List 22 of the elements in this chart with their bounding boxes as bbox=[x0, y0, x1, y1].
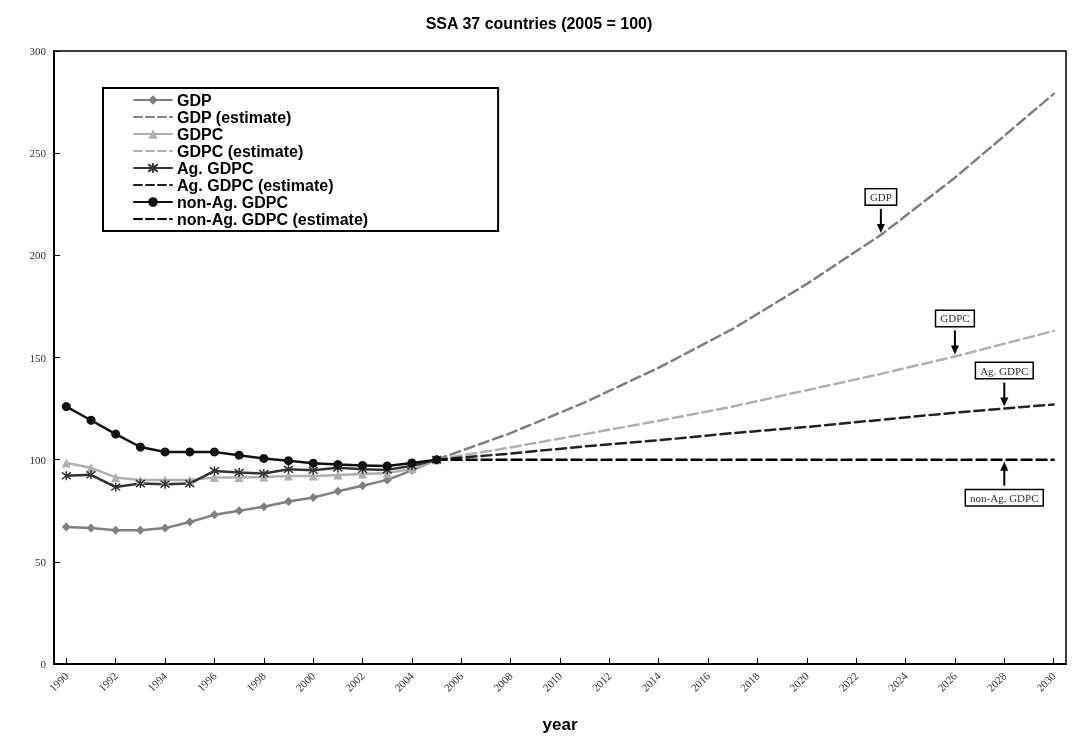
annotation: non-Ag. GDPC bbox=[970, 491, 1039, 504]
y-tick-label: 150 bbox=[29, 351, 47, 364]
annotation: GDP bbox=[869, 190, 892, 203]
y-tick-label: 250 bbox=[29, 147, 47, 160]
y-tick-label: 200 bbox=[29, 249, 47, 262]
legend-label: GDPC (estimate) bbox=[177, 142, 304, 160]
legend-label: Ag. GDPC bbox=[177, 159, 254, 177]
x-tick-label: 1994 bbox=[145, 669, 170, 694]
y-tick-label: 100 bbox=[29, 453, 47, 466]
legend-label: GDP bbox=[177, 91, 212, 109]
chart-title: SSA 37 countries (2005 = 100) bbox=[425, 14, 653, 32]
y-tick-label: 50 bbox=[35, 555, 47, 568]
legend-label: Ag. GDPC (estimate) bbox=[177, 176, 334, 194]
legend-label: GDP (estimate) bbox=[177, 108, 292, 126]
legend-label: GDPC bbox=[177, 125, 224, 143]
annotation: Ag. GDPC bbox=[980, 364, 1029, 377]
y-tick-label: 300 bbox=[29, 45, 47, 57]
y-tick-label: 0 bbox=[40, 658, 47, 670]
annotation: GDPC bbox=[940, 312, 970, 325]
x-axis-title: year bbox=[542, 715, 578, 734]
legend-label: non-Ag. GDPC bbox=[177, 193, 289, 211]
legend-label: non-Ag. GDPC (estimate) bbox=[177, 210, 369, 228]
